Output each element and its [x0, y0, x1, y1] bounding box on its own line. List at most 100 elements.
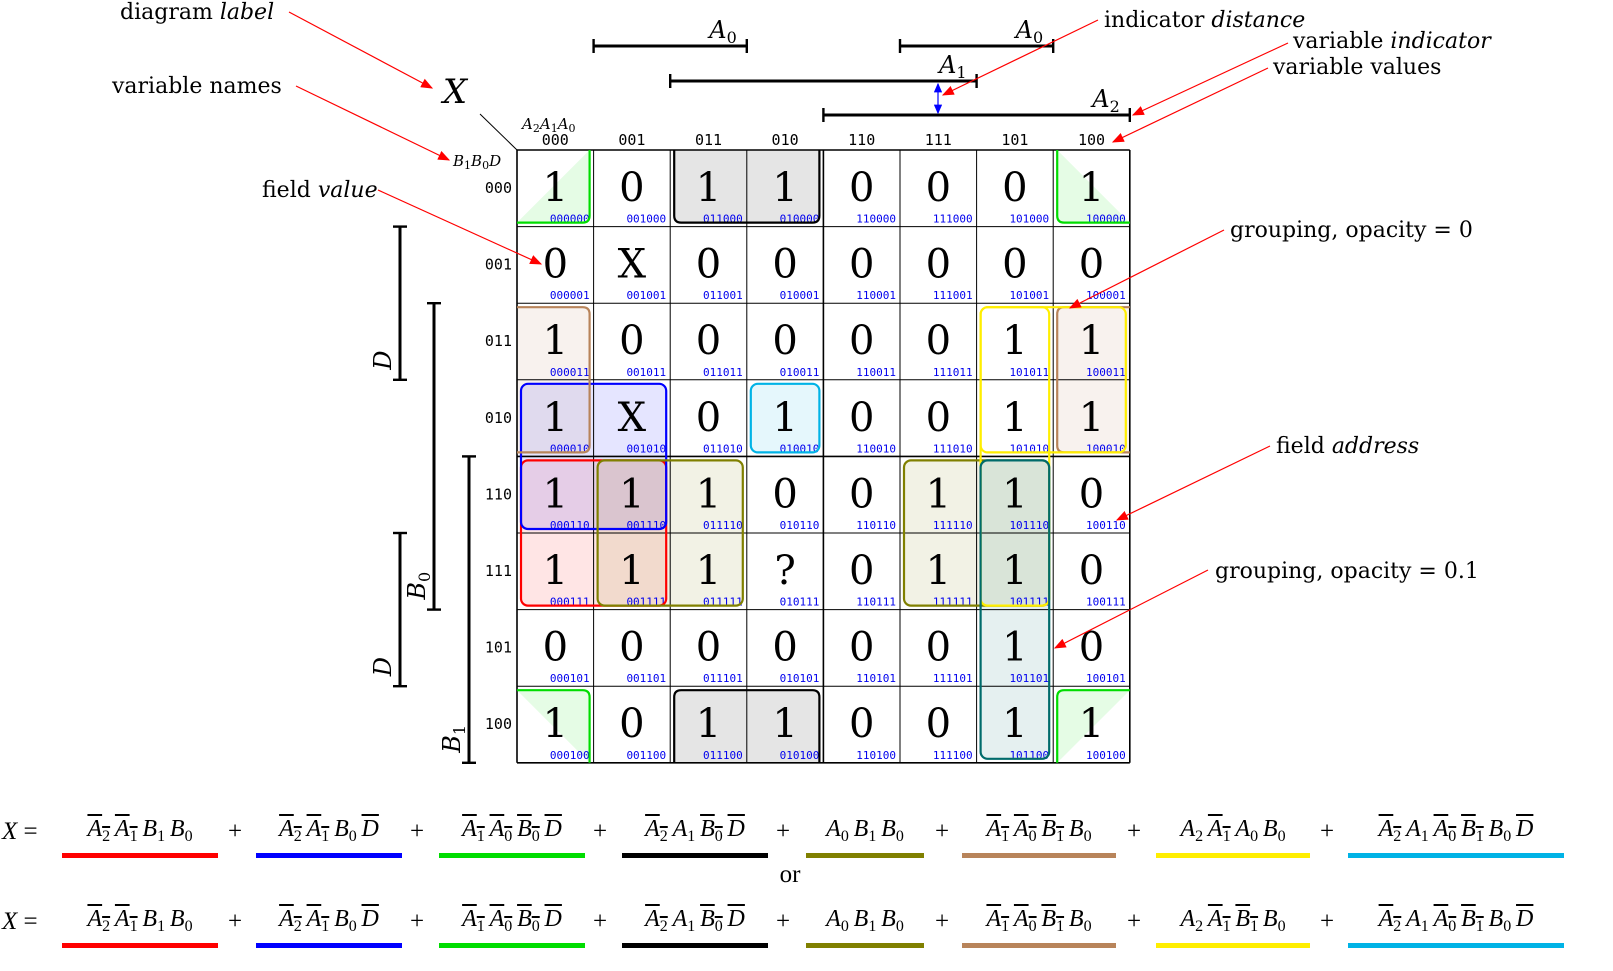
equation-term-color-bar [962, 853, 1116, 858]
field-address: 100101 [1086, 672, 1126, 685]
field-address: 000011 [550, 366, 590, 379]
field-value: 1 [1079, 318, 1104, 364]
equation-term: A1 A0 B0 D [439, 904, 585, 948]
variable-indicators: A0 A0 A1 A2 D D B0 B1 [369, 16, 1132, 764]
field-value: X [618, 242, 647, 288]
column-value-label: 011 [695, 131, 722, 149]
field-value: 0 [849, 165, 874, 211]
map-grid [516, 149, 1131, 764]
equation-plus: + [935, 818, 950, 845]
annotation-field-value: field value [262, 178, 378, 203]
annotation-diagram-label: diagram label [120, 0, 274, 25]
annotation-arrows [288, 11, 1289, 649]
field-value: 1 [696, 548, 721, 594]
corner-divider [479, 113, 518, 151]
equation-term-color-bar [622, 943, 768, 948]
field-values: 1 0 1 1 0 0 0 10 X 0 0 0 0 0 01 0 0 0 0 0 1 11 X 0 1 0 0 1 11 1 1 0 0 1 1 0… [543, 165, 1105, 747]
row-variable-names: B1B0D [452, 152, 501, 172]
equation-term: A2 A1 A0 B1 B0 D [1348, 814, 1564, 858]
equation-term-color-bar [806, 943, 924, 948]
field-address: 001011 [626, 366, 666, 379]
field-address: 111100 [933, 749, 973, 762]
field-value: 1 [543, 165, 568, 211]
field-address: 110011 [856, 366, 896, 379]
equation-term-text: A2 A1 B0 D [279, 906, 379, 935]
column-value-label: 110 [848, 131, 875, 149]
field-value: 0 [772, 625, 797, 671]
field-address: 001001 [626, 289, 666, 302]
field-address: 000001 [550, 289, 590, 302]
field-value: 0 [772, 471, 797, 517]
field-address: 100111 [1086, 596, 1126, 609]
field-value: 0 [849, 395, 874, 441]
equation-plus: + [593, 908, 608, 935]
equation-term-text: A2 A1 B1 B0 [1180, 906, 1286, 935]
field-address: 010100 [780, 749, 820, 762]
grouping-outline [1056, 150, 1130, 224]
field-address: 011101 [703, 672, 743, 685]
field-value: 0 [772, 242, 797, 288]
grouping-outline [673, 150, 821, 224]
equation-term-text: A2 A1 B1 B0 [87, 816, 193, 845]
karnaugh-map: 1 0 1 1 0 0 0 10 X 0 0 0 0 0 01 0 0 0 0 0 1 11 X 0 1 0 0 1 11 1 1 0 0 1 1 0… [111, 0, 1492, 764]
equation-term-color-bar [1156, 943, 1310, 948]
field-address: 100100 [1086, 749, 1126, 762]
equation-term-color-bar [256, 853, 402, 858]
row-value-label: 010 [485, 409, 512, 427]
column-value-label: 010 [772, 131, 799, 149]
field-value: 0 [696, 625, 721, 671]
field-value: 0 [619, 165, 644, 211]
equation-term: A2 A1 B1 B0 [1156, 904, 1310, 948]
diagram-label: X [440, 72, 469, 112]
field-value: 1 [543, 548, 568, 594]
field-value: 1 [543, 318, 568, 364]
equation-term-text: A1 A0 B1 B0 [986, 816, 1092, 845]
field-value: 0 [926, 395, 951, 441]
equation-term: A2 A1 B0 D [256, 904, 402, 948]
equation-term-text: A2 A1 A0 B1 B0 D [1378, 906, 1534, 935]
field-address: 011011 [703, 366, 743, 379]
field-value: 0 [696, 395, 721, 441]
equation-term-text: A0 B1 B0 [826, 816, 904, 845]
field-address: 111110 [933, 519, 973, 532]
variable-value-headers: 000 001 011 010 110 111 101 1000000010110101101… [485, 131, 1105, 733]
variable-indicator-label: D [369, 657, 397, 677]
equation-plus: + [935, 908, 950, 935]
equation-term-color-bar [439, 943, 585, 948]
grouping-outlines [517, 150, 1130, 763]
column-value-label: 100 [1078, 131, 1105, 149]
field-value: 0 [696, 242, 721, 288]
column-value-label: 101 [1001, 131, 1028, 149]
variable-indicator-label: A0 [707, 16, 737, 47]
field-value: 0 [772, 318, 797, 364]
field-address: 101110 [1009, 519, 1049, 532]
equation-term: A2 A1 B0 D [256, 814, 402, 858]
field-value: 1 [926, 471, 951, 517]
field-address: 101011 [1009, 366, 1049, 379]
field-value: 0 [849, 318, 874, 364]
equation-term: A1 A0 B1 B0 [962, 904, 1116, 948]
field-value: 1 [1002, 701, 1027, 747]
annotations: diagram label variable names field value… [111, 0, 1492, 584]
equation-term-text: A2 A1 B0 D [645, 906, 745, 935]
field-address: 000101 [550, 672, 590, 685]
field-address: 011100 [703, 749, 743, 762]
equation-plus: + [410, 908, 425, 935]
grouping-outline [517, 150, 591, 224]
field-address: 000100 [550, 749, 590, 762]
equation-term-text: A1 A0 B1 B0 [986, 906, 1092, 935]
field-value: 0 [926, 165, 951, 211]
equation-row-2: X = A2 A1 B1 B0 A2 A1 B0 D A1 A0 B0 D A2 A1… [0, 890, 1613, 950]
field-value: 0 [696, 318, 721, 364]
field-value: 1 [543, 395, 568, 441]
field-address: 001000 [626, 213, 666, 226]
field-value: 0 [1079, 548, 1104, 594]
field-value: 1 [696, 471, 721, 517]
equation-term-color-bar [1348, 943, 1564, 948]
equation-term: A1 A0 B1 B0 [962, 814, 1116, 858]
field-value: 1 [772, 701, 797, 747]
equation-term-color-bar [256, 943, 402, 948]
field-address: 111000 [933, 213, 973, 226]
equation-term-text: A1 A0 B0 D [462, 816, 562, 845]
equation-plus: + [776, 818, 791, 845]
